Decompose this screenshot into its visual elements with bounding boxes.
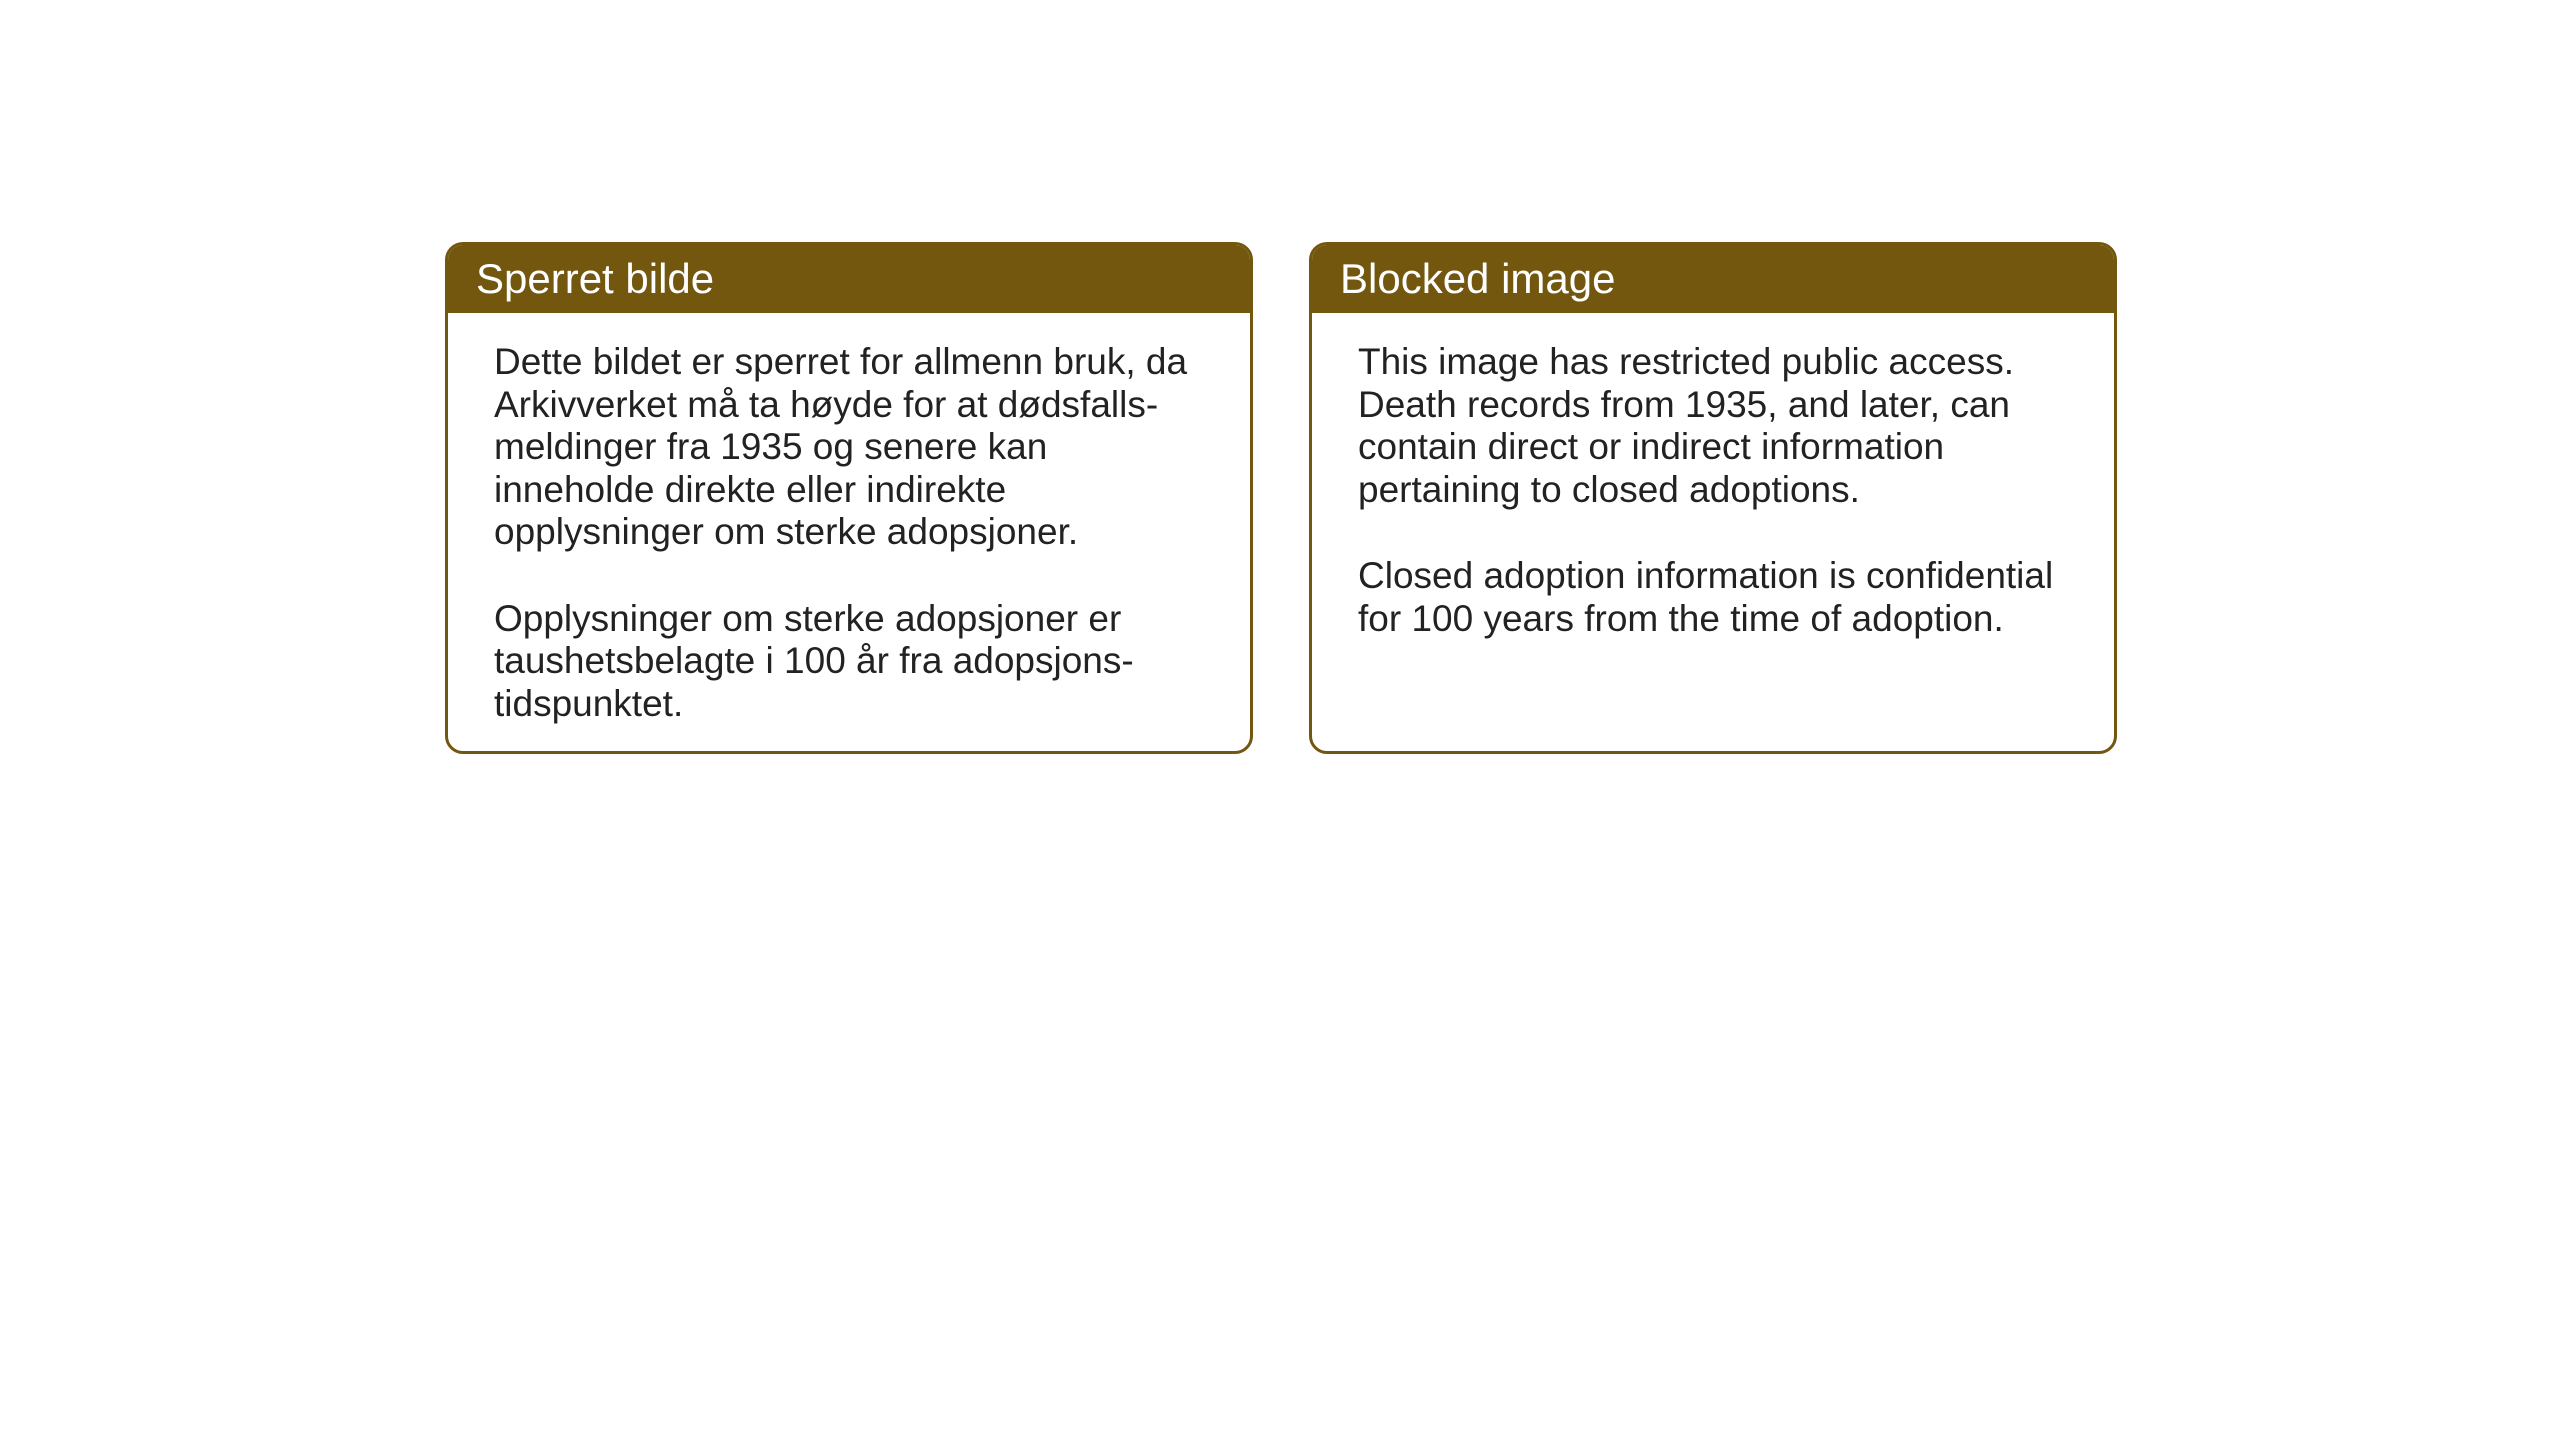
card-header-english: Blocked image — [1312, 245, 2114, 313]
card-paragraph: This image has restricted public access.… — [1358, 341, 2068, 511]
card-header-norwegian: Sperret bilde — [448, 245, 1250, 313]
card-paragraph: Opplysninger om sterke adopsjoner er tau… — [494, 598, 1204, 726]
card-body-norwegian: Dette bildet er sperret for allmenn bruk… — [448, 313, 1250, 753]
notice-card-english: Blocked image This image has restricted … — [1309, 242, 2117, 754]
notice-cards-container: Sperret bilde Dette bildet er sperret fo… — [445, 242, 2117, 754]
card-paragraph: Closed adoption information is confident… — [1358, 555, 2068, 640]
card-body-english: This image has restricted public access.… — [1312, 313, 2114, 668]
card-paragraph: Dette bildet er sperret for allmenn bruk… — [494, 341, 1204, 554]
notice-card-norwegian: Sperret bilde Dette bildet er sperret fo… — [445, 242, 1253, 754]
